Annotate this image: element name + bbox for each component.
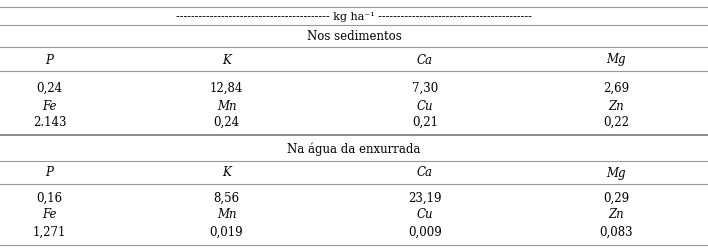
Text: Mn: Mn — [217, 208, 236, 220]
Text: K: K — [222, 166, 231, 179]
Text: Mg: Mg — [606, 53, 626, 66]
Text: Na água da enxurrada: Na água da enxurrada — [287, 142, 421, 155]
Text: Zn: Zn — [608, 99, 624, 112]
Text: 0,24: 0,24 — [214, 115, 239, 128]
Text: P: P — [45, 166, 54, 179]
Text: Nos sedimentos: Nos sedimentos — [307, 30, 401, 43]
Text: ----------------------------------------- kg ha⁻¹ ------------------------------: ----------------------------------------… — [176, 12, 532, 22]
Text: Cu: Cu — [416, 99, 433, 112]
Text: 12,84: 12,84 — [210, 81, 244, 94]
Text: 0,24: 0,24 — [37, 81, 62, 94]
Text: 23,19: 23,19 — [408, 191, 442, 204]
Text: 0,083: 0,083 — [599, 224, 633, 237]
Text: 0,29: 0,29 — [603, 191, 629, 204]
Text: 0,019: 0,019 — [210, 224, 244, 237]
Text: Mn: Mn — [217, 99, 236, 112]
Text: Mg: Mg — [606, 166, 626, 179]
Text: 1,271: 1,271 — [33, 224, 67, 237]
Text: Zn: Zn — [608, 208, 624, 220]
Text: 0,22: 0,22 — [603, 115, 629, 128]
Text: P: P — [45, 53, 54, 66]
Text: 0,16: 0,16 — [37, 191, 62, 204]
Text: Ca: Ca — [417, 53, 433, 66]
Text: K: K — [222, 53, 231, 66]
Text: 8,56: 8,56 — [214, 191, 239, 204]
Text: 0,21: 0,21 — [412, 115, 438, 128]
Text: 0,009: 0,009 — [408, 224, 442, 237]
Text: 2.143: 2.143 — [33, 115, 67, 128]
Text: Fe: Fe — [42, 208, 57, 220]
Text: 7,30: 7,30 — [411, 81, 438, 94]
Text: 2,69: 2,69 — [603, 81, 629, 94]
Text: Fe: Fe — [42, 99, 57, 112]
Text: Ca: Ca — [417, 166, 433, 179]
Text: Cu: Cu — [416, 208, 433, 220]
